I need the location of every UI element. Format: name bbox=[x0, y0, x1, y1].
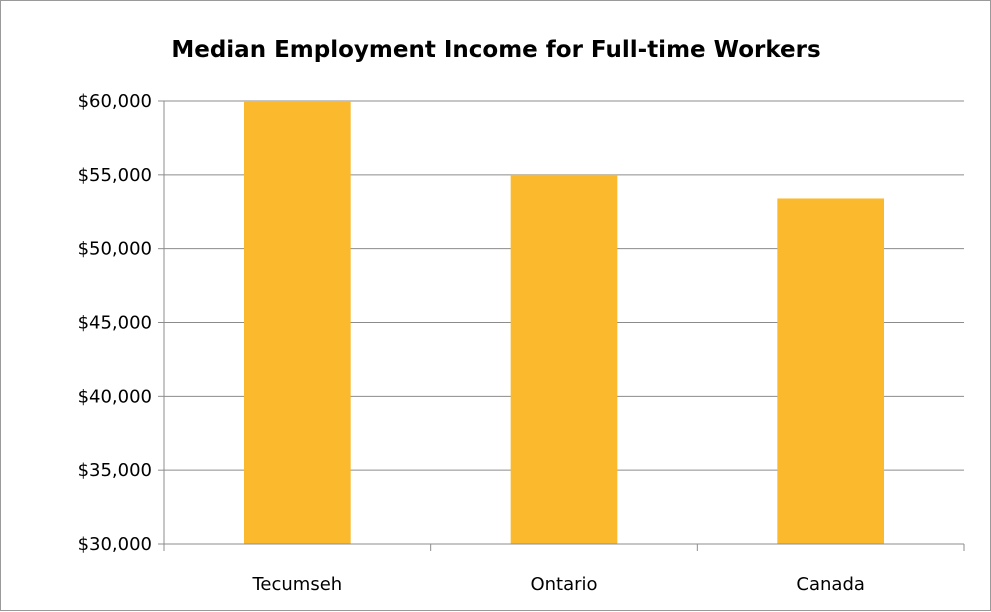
x-category-label: Tecumseh bbox=[251, 574, 342, 595]
y-tick-label: $30,000 bbox=[78, 534, 152, 555]
y-axis-tick-labels: $30,000 $35,000 $40,000 $45,000 $50,000 $55,0… bbox=[78, 91, 152, 555]
y-tick-label: $55,000 bbox=[78, 165, 152, 186]
x-axis-category-labels: Tecumseh Ontario Canada bbox=[251, 574, 864, 595]
y-tick-label: $50,000 bbox=[78, 239, 152, 260]
y-tick-label: $60,000 bbox=[78, 91, 152, 112]
bar-canada bbox=[777, 198, 884, 544]
axes bbox=[163, 101, 965, 551]
y-tick-label: $40,000 bbox=[78, 386, 152, 407]
bar-ontario bbox=[510, 174, 618, 545]
x-category-label: Canada bbox=[796, 574, 865, 595]
bars bbox=[244, 101, 884, 545]
y-tick-label: $45,000 bbox=[78, 313, 152, 334]
chart-title: Median Employment Income for Full-time W… bbox=[171, 37, 820, 63]
y-tick-label: $35,000 bbox=[78, 460, 152, 481]
x-category-label: Ontario bbox=[530, 574, 597, 595]
bar-tecumseh bbox=[244, 101, 351, 544]
